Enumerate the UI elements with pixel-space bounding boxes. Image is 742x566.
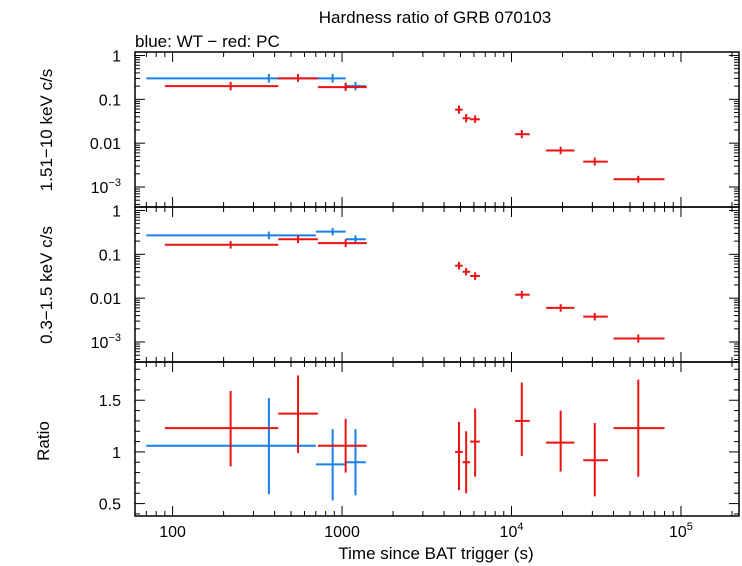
data-point-pc [317, 82, 367, 91]
data-point-pc [455, 261, 463, 270]
data-point-pc [515, 382, 530, 457]
data-point-pc [164, 81, 279, 91]
panel-soft: 1 0.1 0.01 10−3 [90, 203, 740, 363]
data-point-wt [315, 73, 346, 83]
data-point-wt [315, 429, 346, 501]
data-point-wt [146, 231, 316, 240]
panel-ratio-series-pc [164, 375, 665, 497]
panel-hard-y-ticks [135, 54, 739, 205]
panel-hard-y-axis-label: 1.51−10 keV c/s [37, 69, 56, 191]
panel-soft-series-wt [146, 227, 366, 244]
data-point-pc [462, 114, 471, 123]
data-point-pc [515, 129, 530, 139]
panel-hard-y-tick-label: 10−3 [91, 177, 121, 197]
data-point-pc [470, 408, 480, 477]
panel-hard-y-tick-label: 1 [112, 48, 121, 65]
data-point-pc [515, 290, 530, 299]
panel-ratio-y-axis-label: Ratio [34, 421, 53, 461]
data-point-pc [164, 241, 279, 249]
x-tick-label: 105 [669, 521, 693, 541]
x-axis-label: Time since BAT trigger (s) [338, 544, 533, 563]
x-tick-label: 100 [159, 524, 186, 541]
data-point-pc [470, 115, 480, 123]
data-point-pc [470, 272, 480, 280]
chart-title: Hardness ratio of GRB 070103 [319, 8, 551, 27]
plot-panels: 1 0.1 0.01 10−3 1 0.1 0.01 10−3 1.5 1 0.5 100 1000 10… [90, 48, 740, 541]
data-point-pc [317, 418, 367, 473]
data-point-pc [462, 431, 471, 494]
data-point-pc [455, 105, 463, 114]
data-point-pc [278, 375, 318, 453]
x-tick-label: 1000 [324, 524, 360, 541]
data-point-pc [164, 390, 279, 467]
data-point-pc [546, 410, 575, 472]
data-point-pc [546, 146, 575, 155]
panel-soft-series-pc [164, 235, 665, 343]
x-tick-label: 104 [500, 521, 524, 541]
data-point-wt [345, 429, 366, 496]
panel-ratio: 1.5 1 0.5 [99, 361, 740, 517]
data-point-pc [583, 157, 608, 166]
chart-subtitle: blue: WT − red: PC [135, 32, 280, 51]
data-point-pc [613, 379, 665, 477]
panel-ratio-y-ticks [135, 368, 739, 515]
panel-hard-x-ticks [134, 52, 733, 207]
panel-soft-y-tick-label: 10−3 [91, 332, 121, 352]
panel-soft-y-axis-label: 0.3−1.5 keV c/s [37, 226, 56, 344]
data-point-pc [613, 175, 665, 183]
data-point-pc [613, 334, 665, 343]
panel-soft-x-ticks [134, 207, 733, 362]
data-point-wt [315, 227, 346, 236]
data-point-pc [546, 304, 575, 312]
panel-ratio-y-tick-label: 1.5 [99, 393, 121, 410]
panel-hard-series-pc [164, 73, 665, 183]
panel-ratio-frame [134, 361, 740, 517]
panel-soft-y-tick-label: 1 [112, 203, 121, 220]
data-point-pc [583, 422, 608, 497]
panel-hard-y-tick-label: 0.1 [99, 92, 121, 109]
data-point-pc [278, 73, 318, 82]
panel-ratio-y-tick-label: 0.5 [99, 497, 121, 514]
panel-soft-y-tick-label: 0.1 [99, 247, 121, 264]
panel-ratio-y-tick-label: 1 [112, 445, 121, 462]
panel-soft-y-ticks [135, 209, 739, 360]
panel-soft-y-tick-label: 0.01 [90, 291, 121, 308]
data-point-pc [455, 421, 463, 491]
data-point-pc [462, 267, 471, 276]
data-point-wt [345, 235, 366, 244]
panel-hard-y-tick-label: 0.01 [90, 136, 121, 153]
data-point-pc [583, 312, 608, 321]
data-point-pc [317, 239, 367, 247]
data-point-pc [278, 235, 318, 244]
